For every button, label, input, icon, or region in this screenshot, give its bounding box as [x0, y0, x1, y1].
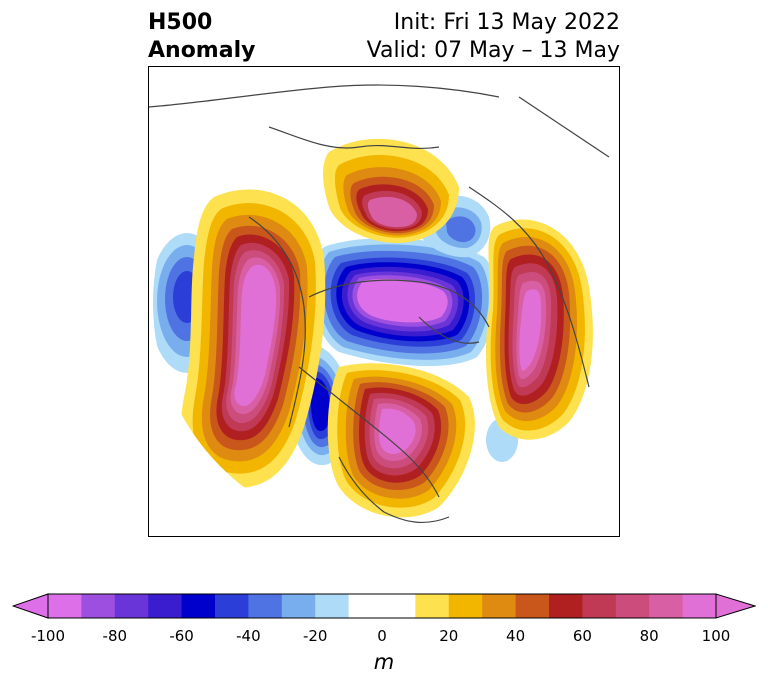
- colorbar-tick-label: -60: [169, 627, 194, 645]
- colorbar-tick-label: 40: [506, 627, 526, 645]
- colorbar-tick-label: 20: [439, 627, 459, 645]
- title-line-2: Anomaly: [148, 38, 256, 63]
- eastern-north-america-high-anomaly: [327, 363, 475, 518]
- colorbar-bin: [615, 594, 650, 618]
- title-line-1: H500: [148, 10, 213, 35]
- init-date: Init: Fri 13 May 2022: [393, 10, 620, 35]
- colorbar-bin: [215, 594, 249, 618]
- colorbar-bin: [682, 594, 717, 618]
- colorbar-bin: [315, 594, 350, 618]
- colorbar-bin: [181, 594, 216, 618]
- gulf-of-alaska-high-anomaly: [181, 189, 326, 488]
- colorbar-bin: [348, 594, 383, 618]
- colorbar-unit-label: m: [373, 650, 395, 674]
- colorbar-tick-label: 80: [639, 627, 659, 645]
- colorbar-under-arrow: [11, 593, 49, 619]
- colorbar-tick-label: 60: [572, 627, 592, 645]
- colorbar-bin: [248, 594, 283, 618]
- colorbar: [11, 592, 757, 626]
- colorbar-bin: [448, 594, 483, 618]
- anomaly-map: [148, 66, 620, 537]
- colorbar-bin: [48, 594, 82, 618]
- map-title: H500 Anomaly: [148, 9, 255, 65]
- western-russia-high-anomaly: [486, 219, 593, 440]
- colorbar-bin: [81, 594, 116, 618]
- colorbar-bin: [114, 594, 149, 618]
- colorbar-tick-label: 100: [701, 627, 731, 645]
- colorbar-bin: [549, 594, 583, 618]
- date-info: Init: Fri 13 May 2022 Valid: 07 May – 13…: [367, 9, 620, 65]
- colorbar-bin: [382, 594, 416, 618]
- colorbar-bin: [582, 594, 617, 618]
- coastlines: [149, 84, 610, 523]
- colorbar-bin: [482, 594, 517, 618]
- colorbar-bin: [415, 594, 450, 618]
- colorbar-outline: [47, 593, 717, 619]
- colorbar-tick-label: -100: [30, 627, 66, 645]
- colorbar-tick-label: 0: [377, 627, 387, 645]
- colorbar-bin: [649, 594, 684, 618]
- map-canvas: [149, 84, 610, 523]
- siberia-high-anomaly: [323, 138, 459, 243]
- colorbar-bin: [515, 594, 550, 618]
- colorbar-tick-label: -80: [102, 627, 128, 645]
- valid-range: Valid: 07 May – 13 May: [366, 38, 620, 63]
- colorbar-over-arrow: [715, 593, 757, 619]
- colorbar-tick-label: -40: [236, 627, 261, 645]
- colorbar-bin: [148, 594, 183, 618]
- colorbar-svg: [11, 593, 757, 619]
- colorbar-tick-label: -20: [302, 627, 328, 645]
- arctic-low-anomaly: [312, 238, 496, 367]
- colorbar-bin: [281, 594, 316, 618]
